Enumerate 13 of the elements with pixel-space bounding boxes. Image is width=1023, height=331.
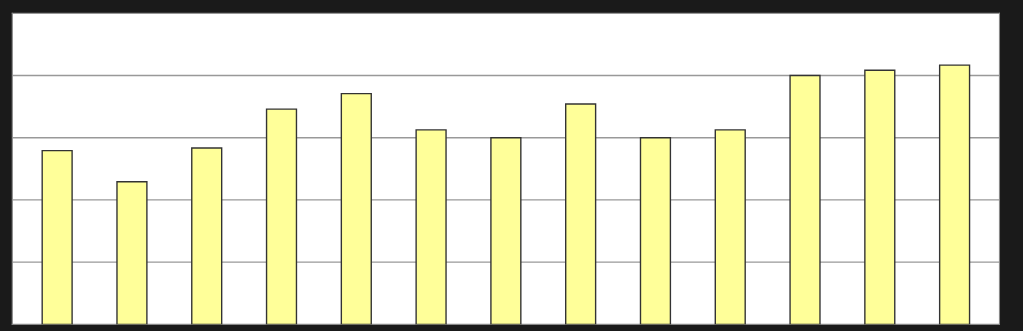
bar — [864, 69, 896, 325]
bar — [490, 137, 522, 325]
bar — [340, 92, 372, 325]
bar — [714, 129, 746, 325]
bar — [565, 103, 597, 325]
bar — [415, 129, 447, 325]
bar — [789, 74, 821, 325]
bar — [191, 147, 223, 325]
bar — [938, 64, 971, 325]
bar — [265, 108, 298, 325]
bar — [41, 149, 73, 325]
bar — [639, 137, 672, 325]
bar — [116, 181, 148, 325]
